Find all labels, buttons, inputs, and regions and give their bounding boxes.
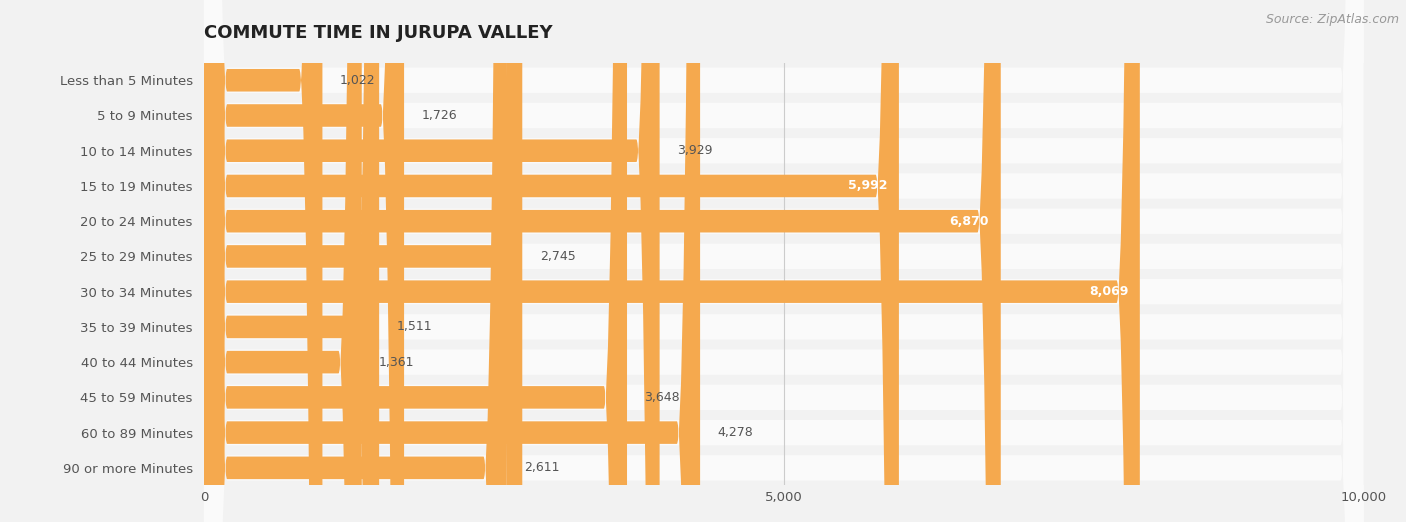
FancyBboxPatch shape [204, 0, 1001, 522]
Text: 6,870: 6,870 [949, 215, 990, 228]
FancyBboxPatch shape [204, 0, 1140, 522]
Text: 2,611: 2,611 [524, 461, 560, 474]
Text: 1,726: 1,726 [422, 109, 457, 122]
Text: 8,069: 8,069 [1088, 285, 1128, 298]
FancyBboxPatch shape [204, 0, 1364, 522]
FancyBboxPatch shape [204, 0, 1364, 522]
FancyBboxPatch shape [204, 0, 522, 522]
Text: 2,745: 2,745 [540, 250, 575, 263]
FancyBboxPatch shape [204, 0, 1364, 522]
Text: COMMUTE TIME IN JURUPA VALLEY: COMMUTE TIME IN JURUPA VALLEY [204, 24, 553, 42]
FancyBboxPatch shape [204, 0, 1364, 522]
FancyBboxPatch shape [204, 0, 627, 522]
Text: 1,361: 1,361 [380, 355, 415, 369]
FancyBboxPatch shape [204, 0, 700, 522]
FancyBboxPatch shape [204, 0, 1364, 522]
FancyBboxPatch shape [204, 0, 1364, 522]
FancyBboxPatch shape [204, 0, 1364, 522]
Text: 3,929: 3,929 [678, 144, 713, 157]
Text: 5,992: 5,992 [848, 180, 887, 193]
Text: 3,648: 3,648 [644, 391, 681, 404]
FancyBboxPatch shape [204, 0, 361, 522]
Text: 4,278: 4,278 [717, 426, 754, 439]
FancyBboxPatch shape [204, 0, 1364, 522]
Text: 1,022: 1,022 [340, 74, 375, 87]
FancyBboxPatch shape [204, 0, 322, 522]
FancyBboxPatch shape [204, 0, 898, 522]
FancyBboxPatch shape [204, 0, 1364, 522]
FancyBboxPatch shape [204, 0, 506, 522]
Text: Source: ZipAtlas.com: Source: ZipAtlas.com [1265, 13, 1399, 26]
FancyBboxPatch shape [204, 0, 1364, 522]
FancyBboxPatch shape [204, 0, 659, 522]
FancyBboxPatch shape [204, 0, 1364, 522]
FancyBboxPatch shape [204, 0, 404, 522]
FancyBboxPatch shape [204, 0, 1364, 522]
Text: 1,511: 1,511 [396, 321, 432, 334]
FancyBboxPatch shape [204, 0, 380, 522]
